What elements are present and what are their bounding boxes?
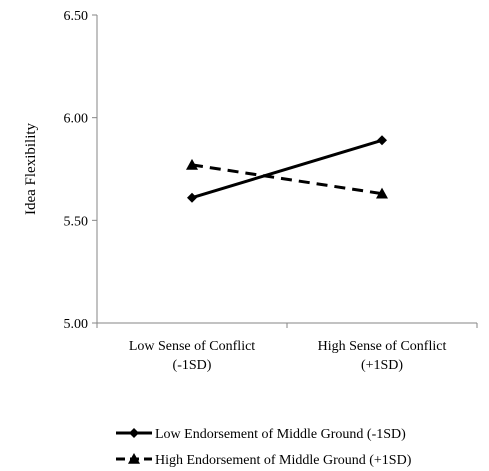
data-point-diamond — [187, 192, 197, 203]
legend-entry: High Endorsement of Middle Ground (+1SD) — [116, 453, 412, 468]
legend-entry: Low Endorsement of Middle Ground (-1SD) — [116, 427, 406, 442]
y-tick-label: 5.00 — [64, 317, 89, 332]
x-axis: Low Sense of Conflict (-1SD) High Sense of… — [96, 322, 478, 373]
series-1 — [187, 135, 387, 203]
y-tick-label: 6.00 — [64, 112, 89, 127]
data-point-triangle — [376, 187, 388, 199]
legend-label: Low Endorsement of Middle Ground (-1SD) — [155, 427, 406, 442]
x-tick-label: High Sense of Conflict (+1SD) — [318, 339, 447, 373]
data-point-triangle — [128, 453, 140, 464]
series-line — [191, 163, 383, 196]
legend: Low Endorsement of Middle Ground (-1SD) H… — [116, 427, 412, 468]
y-axis: 5.00 5.50 6.00 6.50 Idea Flexibility — [23, 9, 98, 332]
series-line — [191, 138, 383, 200]
data-point-diamond — [377, 135, 387, 146]
y-tick-label: 6.50 — [64, 9, 89, 24]
series-2 — [186, 158, 388, 199]
x-tick-label: Low Sense of Conflict (-1SD) — [129, 339, 255, 373]
y-axis-title: Idea Flexibility — [23, 122, 39, 215]
legend-label: High Endorsement of Middle Ground (+1SD) — [155, 453, 412, 468]
y-tick-label: 5.50 — [64, 214, 89, 229]
series-layer — [186, 135, 388, 203]
data-point-diamond — [129, 428, 139, 438]
data-point-triangle — [186, 158, 198, 170]
